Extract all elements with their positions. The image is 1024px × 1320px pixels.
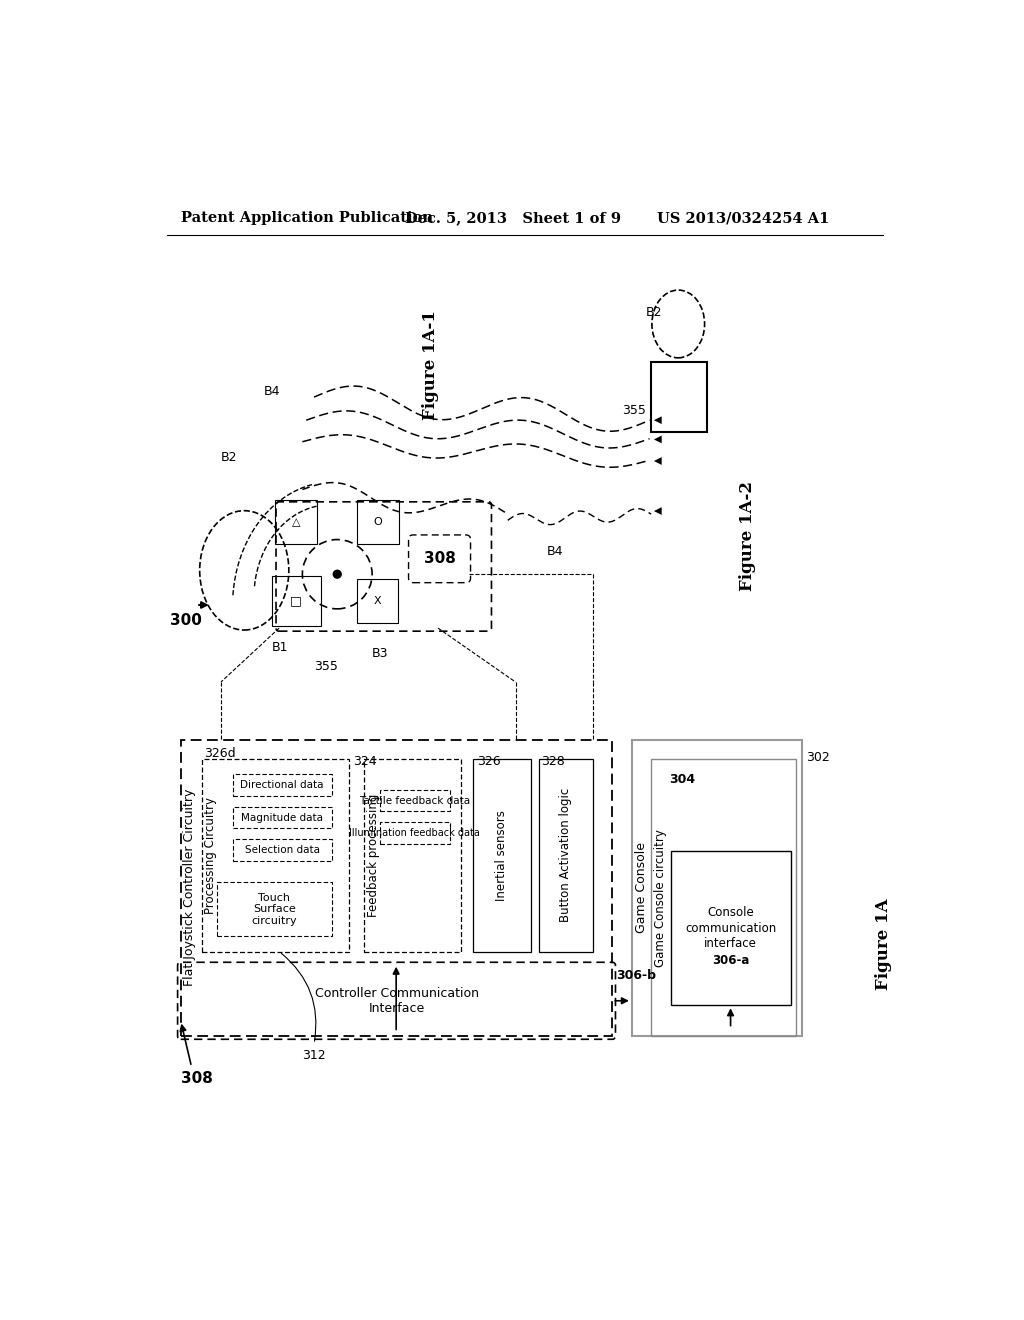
Circle shape — [333, 570, 342, 579]
Text: Dec. 5, 2013   Sheet 1 of 9: Dec. 5, 2013 Sheet 1 of 9 — [406, 211, 622, 226]
Text: Console: Console — [708, 907, 754, 920]
Bar — [365, 759, 461, 952]
Text: 355: 355 — [623, 404, 646, 417]
Bar — [232, 775, 332, 796]
Text: 326: 326 — [477, 755, 501, 768]
Text: △: △ — [292, 517, 300, 527]
Text: B2: B2 — [646, 306, 663, 319]
Bar — [380, 789, 450, 812]
Text: 300: 300 — [170, 612, 202, 628]
Text: 328: 328 — [541, 755, 565, 768]
Text: 306-a: 306-a — [712, 954, 750, 968]
Text: O: O — [373, 517, 382, 527]
Bar — [380, 822, 450, 843]
Text: Figure 1A-2: Figure 1A-2 — [739, 480, 757, 591]
Text: 308: 308 — [424, 552, 456, 566]
Text: 302: 302 — [806, 751, 829, 764]
Text: communication: communication — [685, 921, 776, 935]
Text: Tactile feedback data: Tactile feedback data — [359, 796, 470, 805]
Text: Patent Application Publication: Patent Application Publication — [180, 211, 433, 226]
Text: Button Activation logic: Button Activation logic — [559, 788, 572, 923]
Text: 306-b: 306-b — [616, 969, 656, 982]
Bar — [217, 882, 332, 936]
Bar — [232, 840, 332, 861]
Text: Figure 1A-1: Figure 1A-1 — [422, 310, 438, 420]
Text: Flat Joystick Controller Circuitry: Flat Joystick Controller Circuitry — [183, 789, 197, 986]
Text: 326d: 326d — [204, 747, 236, 760]
Text: Feedback processing: Feedback processing — [368, 793, 380, 917]
Text: interface: interface — [705, 937, 757, 950]
Bar — [202, 759, 349, 952]
Bar — [651, 759, 796, 1036]
Text: Inertial sensors: Inertial sensors — [496, 809, 509, 900]
Text: Processing Circuitry: Processing Circuitry — [205, 797, 217, 913]
Text: B4: B4 — [263, 385, 281, 399]
Text: Game Console circuitry: Game Console circuitry — [654, 829, 667, 966]
Text: 308: 308 — [180, 1071, 213, 1086]
Text: Controller Communication
Interface: Controller Communication Interface — [314, 987, 478, 1015]
Text: US 2013/0324254 A1: US 2013/0324254 A1 — [656, 211, 828, 226]
Text: Figure 1A: Figure 1A — [876, 898, 892, 990]
Text: Touch
Surface
circuitry: Touch Surface circuitry — [252, 892, 297, 925]
Text: Illumination feedback data: Illumination feedback data — [349, 828, 480, 838]
Bar — [473, 759, 531, 952]
Bar — [632, 739, 802, 1036]
Bar — [651, 363, 707, 432]
Text: Game Console: Game Console — [635, 842, 647, 933]
Text: Magnitude data: Magnitude data — [242, 813, 324, 822]
Text: Selection data: Selection data — [245, 845, 319, 855]
Text: 324: 324 — [352, 755, 377, 768]
Text: B3: B3 — [372, 647, 389, 660]
Text: B1: B1 — [271, 640, 288, 653]
Text: □: □ — [290, 594, 302, 607]
Text: B4: B4 — [547, 545, 563, 557]
Text: 304: 304 — [669, 774, 695, 785]
Bar — [539, 759, 593, 952]
Text: B2: B2 — [221, 450, 238, 463]
Text: 355: 355 — [314, 660, 338, 673]
Bar — [232, 807, 332, 829]
Bar — [671, 851, 791, 1006]
Text: X: X — [374, 597, 381, 606]
Text: 312: 312 — [302, 1049, 326, 1063]
Bar — [180, 739, 612, 1036]
Text: Directional data: Directional data — [241, 780, 324, 791]
